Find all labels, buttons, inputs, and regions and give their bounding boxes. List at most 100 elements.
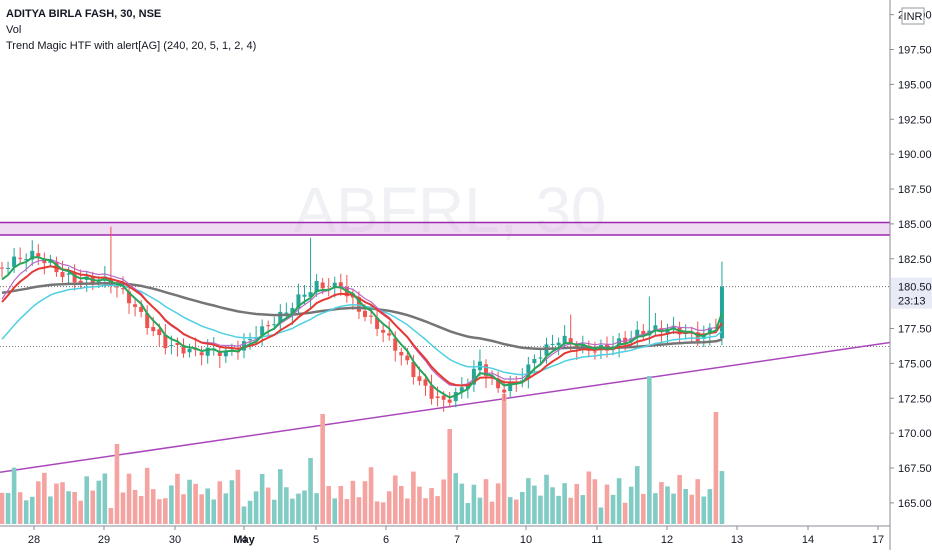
volume-bar	[532, 485, 537, 524]
price-tick-label: 185.00	[898, 219, 932, 231]
candle-body	[78, 280, 83, 283]
price-tick-label: 175.00	[898, 358, 932, 370]
volume-bar	[144, 467, 150, 524]
candle-body	[121, 288, 125, 290]
time-tick-label: 7	[454, 534, 460, 546]
last-price-label: 180.50	[898, 282, 932, 294]
volume-bar	[229, 480, 235, 524]
candle-body	[574, 345, 579, 348]
time-tick-label: 14	[802, 534, 814, 546]
volume-bar	[544, 474, 549, 524]
candle-body	[423, 379, 428, 386]
candle-body	[399, 351, 404, 356]
candle-body	[405, 355, 410, 361]
time-tick-label: 17	[872, 534, 884, 546]
candle-body	[114, 286, 119, 288]
volume-bar	[284, 487, 289, 524]
price-tick-label: 177.50	[898, 324, 932, 336]
volume-bar	[253, 491, 259, 524]
candle-body	[496, 378, 501, 389]
volume-bar	[120, 492, 126, 524]
chart-legend: ADITYA BIRLA FASH, 30, NSE Vol Trend Mag…	[6, 6, 256, 54]
volume-bar	[477, 497, 483, 524]
volume-bar	[568, 497, 573, 524]
volume-bar	[290, 498, 295, 524]
candle-body	[556, 342, 561, 346]
candle-body	[181, 345, 186, 354]
volume-bar	[659, 482, 664, 524]
volume-bar	[399, 486, 404, 524]
volume-bar	[483, 479, 489, 524]
candle-body	[72, 272, 77, 283]
volume-bar	[616, 478, 622, 524]
time-tick-label: 12	[661, 534, 673, 546]
volume-bar	[235, 469, 241, 524]
volume-bar	[150, 489, 156, 524]
volume-bar	[84, 476, 89, 524]
volume-bar	[671, 493, 676, 524]
candle-body	[30, 250, 35, 260]
volume-bar	[647, 376, 652, 524]
candle-body	[707, 327, 712, 334]
candle-body	[417, 376, 422, 381]
volume-bar	[175, 473, 180, 524]
candle-body	[223, 350, 228, 357]
volume-bar	[0, 492, 5, 524]
volume-bar	[610, 494, 616, 524]
candle-body	[205, 347, 210, 356]
volume-bar	[653, 493, 658, 524]
volume-bar	[54, 483, 59, 524]
volume-bar	[11, 467, 17, 524]
volume-bar	[241, 506, 247, 524]
price-tick-label: 167.50	[898, 463, 932, 475]
indicator-legend[interactable]: Trend Magic HTF with alert[AG] (240, 20,…	[6, 40, 257, 52]
volume-bar	[435, 496, 440, 524]
candle-body	[302, 294, 307, 297]
trend-magic-line	[1, 258, 723, 387]
volume-legend[interactable]: Vol	[6, 24, 22, 36]
candle-body	[532, 358, 537, 364]
candle-body	[544, 344, 549, 356]
candle-body	[145, 313, 150, 329]
candle-body	[580, 343, 585, 348]
candle-body	[635, 329, 640, 337]
candle-body	[127, 291, 132, 304]
candle-body	[290, 308, 295, 315]
price-tick-label: 190.00	[898, 149, 932, 161]
candle-body	[0, 267, 4, 269]
volume-bar	[114, 444, 120, 524]
volume-bar	[296, 493, 301, 524]
volume-bar	[707, 489, 713, 524]
long-moving-average-line	[1, 282, 723, 351]
volume-bar	[17, 492, 23, 524]
candle-body	[592, 351, 597, 353]
candle-body	[139, 306, 144, 312]
candle-body	[248, 339, 253, 341]
candle-body	[260, 326, 265, 336]
candle-body	[508, 383, 513, 392]
volume-bar	[102, 473, 108, 524]
candle-body	[465, 384, 470, 390]
volume-bar	[592, 479, 598, 524]
candle-body	[272, 324, 277, 326]
candle-body	[66, 273, 71, 275]
volume-bar	[96, 480, 102, 524]
candle-body	[653, 325, 658, 332]
symbol-title[interactable]: ADITYA BIRLA FASH, 30, NSE	[6, 8, 162, 20]
volume-bar	[48, 496, 53, 524]
candle-body	[266, 325, 271, 327]
candle-body	[453, 392, 458, 402]
volume-bar	[29, 496, 35, 524]
volume-bar	[459, 483, 465, 524]
price-tick-label: 172.50	[898, 393, 932, 405]
volume-bar	[471, 484, 477, 524]
slow-moving-average-line	[1, 284, 723, 376]
volume-bar	[556, 495, 561, 524]
candle-body	[48, 261, 53, 263]
volume-bar	[5, 493, 11, 524]
volume-bar	[374, 501, 380, 524]
time-tick-label: May	[233, 534, 255, 546]
volume-bar	[314, 493, 319, 524]
